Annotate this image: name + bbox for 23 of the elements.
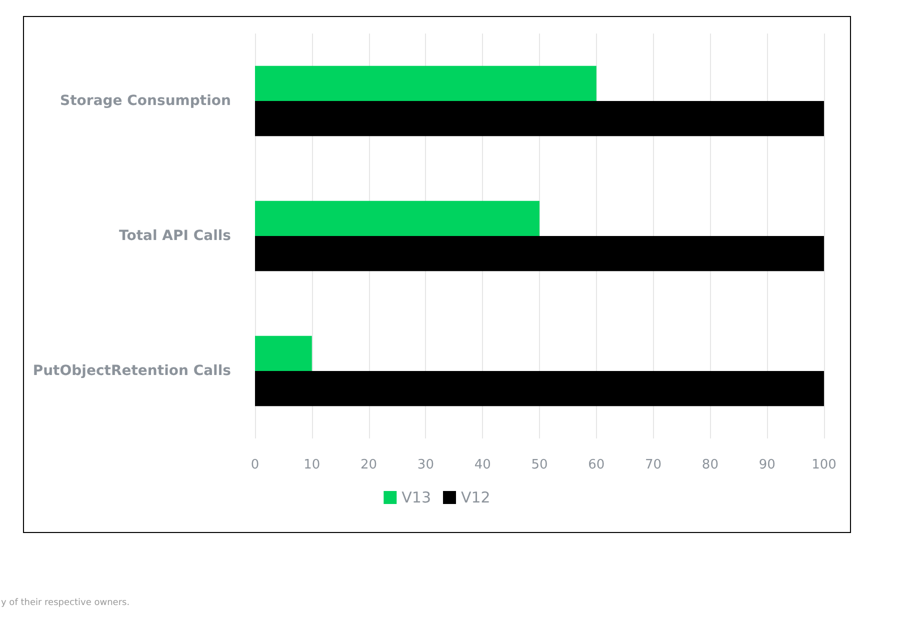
y-tick-label: Storage Consumption — [60, 93, 231, 109]
x-tick-label: 60 — [588, 458, 605, 472]
x-tick-label: 10 — [304, 458, 320, 472]
bar — [255, 200, 540, 236]
y-tick-label: Total API Calls — [119, 228, 231, 244]
x-tick-label: 50 — [531, 458, 548, 472]
bar — [255, 236, 824, 272]
legend-label: V13 — [402, 488, 432, 506]
x-tick-label: 30 — [417, 458, 434, 472]
y-tick-label: PutObjectRetention Calls — [32, 363, 231, 379]
text: y of their respective owners. — [1, 598, 130, 608]
bar — [255, 101, 824, 136]
x-tick-label: 40 — [474, 458, 491, 472]
bar — [255, 336, 312, 371]
x-tick-label: 20 — [360, 458, 378, 472]
x-tick-label: 100 — [812, 458, 836, 472]
x-tick-label: 70 — [645, 458, 662, 472]
bar — [255, 66, 596, 101]
legend-label: V12 — [461, 488, 490, 506]
x-tick-label: 0 — [250, 458, 260, 472]
x-tick-label: 90 — [758, 458, 776, 472]
x-tick-label: 80 — [702, 458, 718, 472]
bar — [255, 371, 824, 406]
